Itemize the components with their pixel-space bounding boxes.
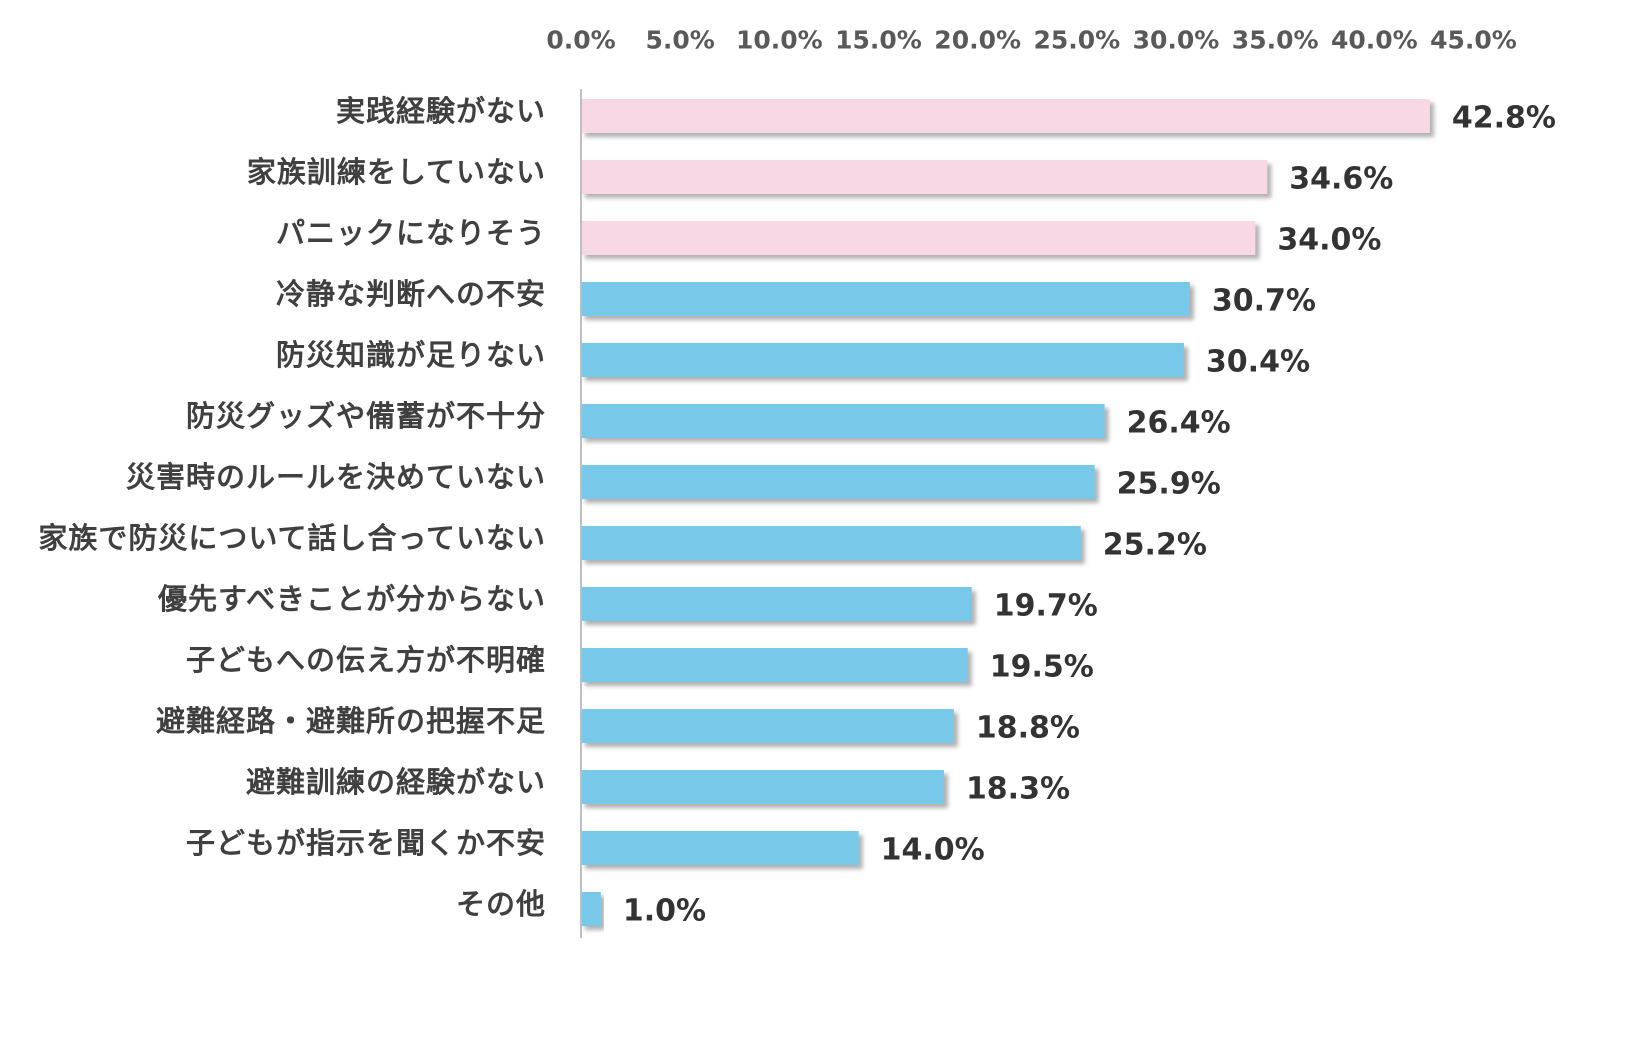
category-label-8: 家族で防災について話し合っていない [38, 521, 546, 555]
bar-10 [581, 648, 968, 682]
value-label-4: 30.7% [1212, 284, 1316, 319]
category-label-5: 防災知識が足りない [276, 338, 546, 372]
value-label-11: 18.8% [976, 711, 1080, 746]
category-label-4: 冷静な判断への不安 [276, 277, 546, 311]
bar-11 [581, 709, 954, 743]
x-tick-label-8: 40.0% [1331, 26, 1418, 55]
value-label-12: 18.3% [966, 772, 1070, 807]
bar-7 [581, 465, 1095, 499]
value-label-2: 34.6% [1289, 162, 1393, 197]
x-tick-label-5: 25.0% [1033, 26, 1120, 55]
bar-6 [581, 404, 1105, 438]
bar-8 [581, 526, 1081, 560]
value-label-9: 19.7% [994, 589, 1098, 624]
bar-5 [581, 343, 1184, 377]
category-label-7: 災害時のルールを決めていない [126, 460, 546, 494]
value-label-13: 14.0% [881, 833, 985, 868]
bar-2 [581, 160, 1268, 194]
category-label-1: 実践経験がない [336, 94, 546, 128]
value-label-10: 19.5% [990, 650, 1094, 685]
value-label-5: 30.4% [1206, 345, 1310, 380]
category-label-9: 優先すべきことが分からない [157, 582, 546, 616]
bar-3 [581, 221, 1256, 255]
category-label-12: 避難訓練の経験がない [246, 765, 546, 799]
value-label-3: 34.0% [1277, 223, 1381, 258]
value-label-14: 1.0% [623, 894, 706, 929]
category-labels: 実践経験がない家族訓練をしていないパニックになりそう冷静な判断への不安防災知識が… [38, 94, 546, 921]
category-label-3: パニックになりそう [276, 216, 546, 250]
category-label-10: 子どもへの伝え方が不明確 [186, 643, 546, 677]
x-tick-label-4: 20.0% [934, 26, 1021, 55]
x-tick-label-0: 0.0% [546, 26, 615, 55]
value-label-6: 26.4% [1127, 406, 1231, 441]
bar-14 [581, 892, 601, 926]
x-tick-label-6: 30.0% [1133, 26, 1220, 55]
category-label-6: 防災グッズや備蓄が不十分 [186, 399, 546, 433]
bar-12 [581, 770, 944, 804]
bars [581, 99, 1430, 926]
x-tick-label-1: 5.0% [645, 26, 714, 55]
x-tick-label-3: 15.0% [835, 26, 922, 55]
category-label-14: その他 [456, 887, 546, 921]
value-label-8: 25.2% [1103, 528, 1207, 563]
value-label-1: 42.8% [1452, 101, 1556, 136]
bar-9 [581, 587, 972, 621]
bar-1 [581, 99, 1430, 133]
x-tick-label-2: 10.0% [736, 26, 823, 55]
value-label-7: 25.9% [1117, 467, 1221, 502]
category-label-11: 避難経路・避難所の把握不足 [156, 704, 546, 738]
bar-4 [581, 282, 1190, 316]
category-label-13: 子どもが指示を聞くか不安 [186, 826, 546, 860]
x-tick-label-9: 45.0% [1430, 26, 1517, 55]
bar-13 [581, 831, 859, 865]
x-tick-label-7: 35.0% [1232, 26, 1319, 55]
x-axis-tick-labels: 0.0% 5.0% 10.0% 15.0% 20.0% 25.0% 30.0% 35.0% 40… [546, 26, 1517, 55]
value-labels: 42.8% 34.6% 34.0% 30.7% 30.4% 26.4% 25.9% 25.2%… [623, 101, 1556, 929]
category-label-2: 家族訓練をしていない [247, 155, 546, 189]
